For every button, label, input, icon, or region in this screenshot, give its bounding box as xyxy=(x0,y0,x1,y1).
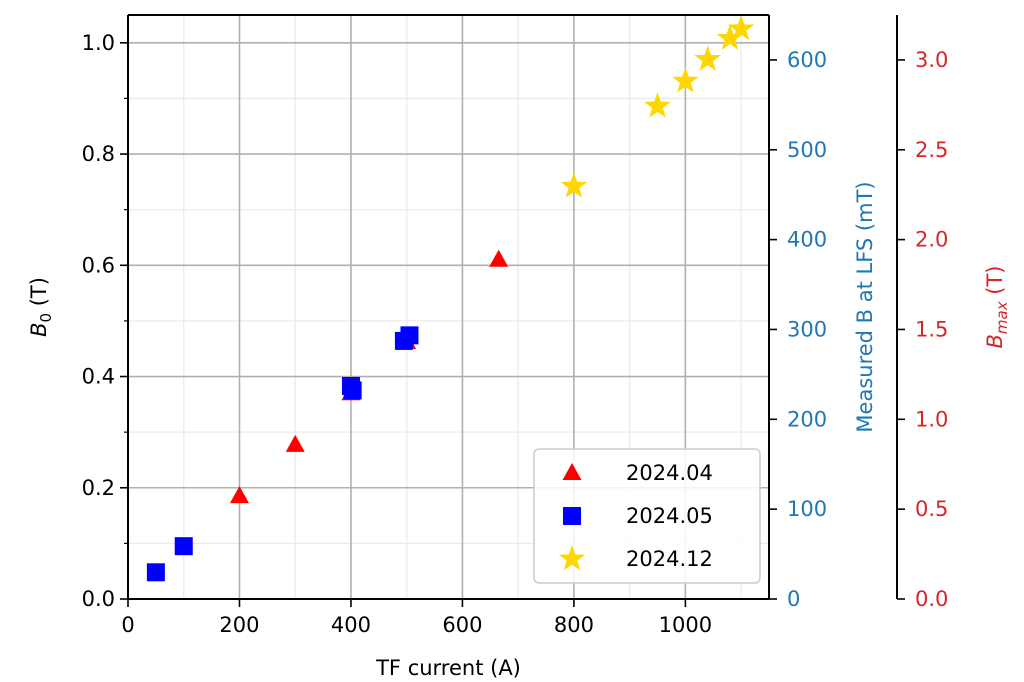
series-2024.05-point xyxy=(174,537,193,556)
x-axis-label: TF current (A) xyxy=(375,656,521,680)
series-2024.04-point xyxy=(489,249,509,267)
series-2024.12-point xyxy=(644,92,671,118)
legend-box xyxy=(533,448,761,584)
y-right1-axis-label: Measured B at LFS (mT) xyxy=(853,181,877,432)
legend-marker-2024.05 xyxy=(563,507,581,525)
legend: 2024.04 2024.05 2024.12 xyxy=(533,448,761,584)
y-right1-tick-label: 100 xyxy=(787,497,827,521)
legend-label-2024.05: 2024.05 xyxy=(626,504,713,528)
y-left-tick-label: 0.2 xyxy=(82,476,115,500)
y-right2-tick-label: 0.0 xyxy=(915,587,948,611)
minor-grid xyxy=(128,15,769,599)
y-left-tick-label: 0.8 xyxy=(82,142,115,166)
series-2024.04-point xyxy=(229,486,249,504)
y-right1-tick-label: 0 xyxy=(787,587,800,611)
y-right2-axis-label: Bmax (T) xyxy=(983,266,1011,349)
data-points xyxy=(146,14,755,582)
series-2024.12-point xyxy=(560,172,588,198)
series-2024.05-point xyxy=(343,381,362,400)
y-left-tick-label: 0.0 xyxy=(82,587,115,611)
x-tick-label: 600 xyxy=(442,613,482,637)
series-2024.04-point xyxy=(285,434,305,452)
x-tick-label: 200 xyxy=(219,613,259,637)
series-2024.05-point xyxy=(146,563,165,582)
series-2024.12-point xyxy=(694,45,721,71)
legend-label-2024.12: 2024.12 xyxy=(626,547,713,571)
y-right2-tick-label: 1.5 xyxy=(915,317,948,341)
y-right2-tick-label: 1.0 xyxy=(915,407,948,431)
y-right1-tick-label: 500 xyxy=(787,138,827,162)
y-right1-tick-label: 600 xyxy=(787,48,827,72)
y-right2-tick-label: 2.0 xyxy=(915,228,948,252)
y-right2-tick-label: 2.5 xyxy=(915,138,948,162)
legend-marker-2024.04 xyxy=(562,463,582,480)
x-tick-label: 1000 xyxy=(659,613,712,637)
series-2024.05-point xyxy=(400,326,419,345)
y-right1-tick-label: 400 xyxy=(787,228,827,252)
y-right2-tick-label: 3.0 xyxy=(915,48,948,72)
legend-marker-2024.12 xyxy=(558,545,586,571)
x-tick-label: 800 xyxy=(554,613,594,637)
y-left-tick-label: 1.0 xyxy=(82,31,115,55)
y-left-axis-label: B0 (T) xyxy=(27,277,55,337)
y-left-tick-label: 0.4 xyxy=(82,365,115,389)
y-right1-tick-label: 200 xyxy=(787,407,827,431)
series-2024.12-point xyxy=(672,67,699,93)
x-tick-label: 0 xyxy=(121,613,134,637)
series-2024.12-point xyxy=(716,24,744,50)
series-2024.12-point xyxy=(727,14,755,41)
y-right1-tick-label: 300 xyxy=(787,317,827,341)
x-tick-label: 400 xyxy=(331,613,371,637)
legend-label-2024.04: 2024.04 xyxy=(626,461,713,485)
y-left-tick-label: 0.6 xyxy=(82,253,115,277)
y-right2-tick-label: 0.5 xyxy=(915,497,948,521)
